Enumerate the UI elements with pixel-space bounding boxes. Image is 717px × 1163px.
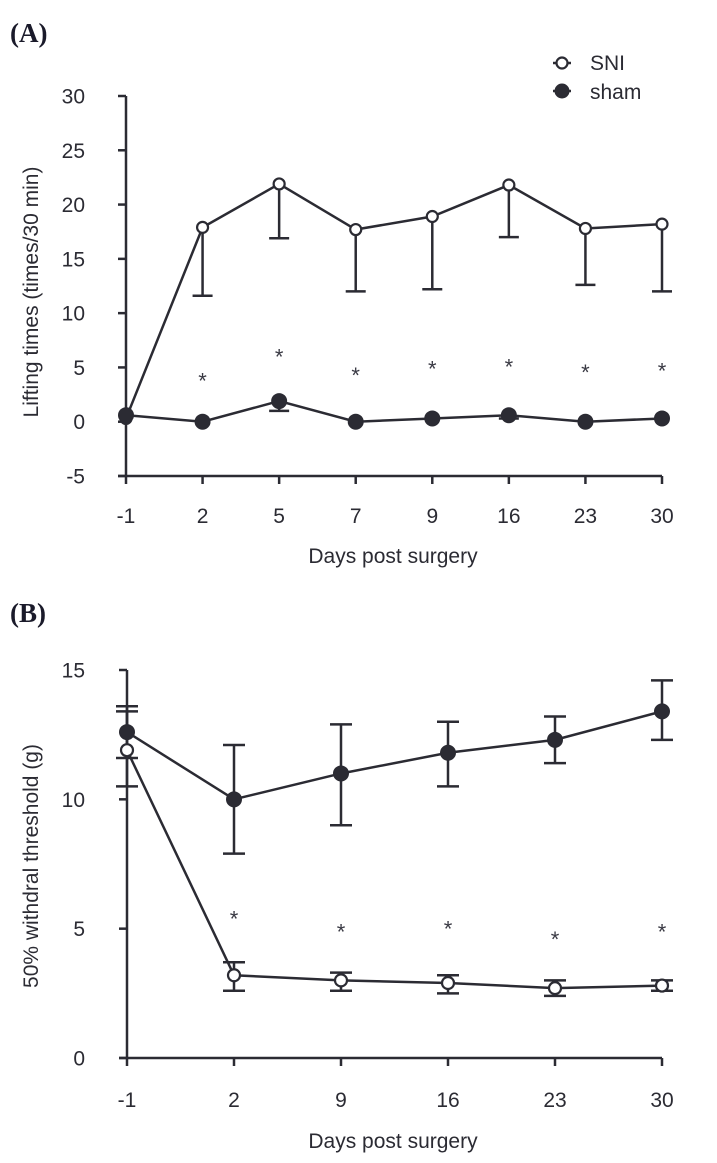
y-tick-label: 20 [62, 194, 85, 217]
x-tick-label: -1 [117, 505, 136, 528]
x-axis-title: Days post surgery [308, 1130, 478, 1153]
plot-area: * * * * * * * [118, 177, 672, 430]
x-tick-label: 7 [350, 505, 362, 528]
y-tick-label: 25 [62, 140, 85, 163]
panel-b: (B) 15 10 5 0 -1 2 9 16 23 30 * * * * * Days post sur… [10, 598, 674, 1153]
x-tick-label: 9 [426, 505, 438, 528]
y-tick-label: -5 [66, 466, 85, 489]
x-tick-label: 2 [197, 505, 209, 528]
y-tick-label: 10 [62, 789, 85, 812]
series-sni-point [578, 221, 593, 236]
significance-star: * [428, 357, 437, 382]
series-sni-point [349, 222, 363, 237]
legend-sni-marker [555, 56, 569, 70]
significance-star: * [551, 927, 560, 952]
panel-a-label: (A) [10, 18, 47, 48]
series-sham-point [118, 407, 134, 424]
y-axis-title: 50% withdral threshold (g) [20, 744, 43, 988]
series-sham-point [226, 791, 242, 808]
x-tick-label: 16 [497, 505, 520, 528]
series-sham-point [333, 765, 349, 782]
significance-star: * [658, 359, 667, 384]
significance-star: * [198, 368, 207, 393]
y-tick-label: 15 [62, 660, 85, 683]
x-tick-label: 9 [335, 1089, 347, 1112]
series-sni-point [333, 973, 349, 988]
series-sham-point [119, 724, 135, 741]
significance-star: * [444, 917, 453, 942]
legend-sham-label: sham [590, 81, 641, 104]
series-sham-point [547, 731, 563, 748]
series-sni-point [654, 978, 670, 993]
x-tick-label: -1 [118, 1089, 137, 1112]
y-tick-label: 5 [73, 357, 85, 380]
series-sham-point [271, 393, 288, 410]
significance-star: * [351, 363, 360, 388]
significance-star: * [230, 906, 239, 931]
y-tick-label: 10 [62, 303, 85, 326]
panel-b-label: (B) [10, 598, 46, 628]
series-sham-point [440, 744, 456, 761]
x-tick-label: 23 [543, 1089, 566, 1112]
x-tick-label: 5 [273, 505, 285, 528]
y-tick-label: 15 [62, 248, 85, 271]
x-tick-label: 16 [436, 1089, 459, 1112]
series-sham-line [125, 399, 663, 423]
series-sni-line [125, 749, 663, 990]
legend-sni-label: SNI [590, 52, 625, 75]
legend-sham-marker [554, 83, 570, 99]
y-tick-label: 0 [73, 1048, 85, 1071]
series-sni-point [502, 178, 516, 192]
significance-star: * [658, 919, 667, 944]
legend: SNI sham [553, 52, 641, 104]
series-sni-point [655, 217, 669, 231]
series-sham-point [347, 413, 364, 430]
y-tick-label: 5 [73, 918, 85, 941]
x-tick-label: 30 [650, 505, 673, 528]
series-sham-point [194, 413, 211, 430]
series-sni-point [425, 209, 439, 224]
axes: 15 10 5 0 -1 2 9 16 23 30 [62, 660, 674, 1113]
series-sni-point [195, 220, 210, 234]
series-sni-point [272, 177, 286, 191]
x-tick-label: 2 [228, 1089, 240, 1112]
series-sham-point [577, 413, 594, 430]
series-sham-line [126, 710, 663, 801]
series-sni-point [226, 968, 242, 983]
significance-star: * [581, 360, 590, 385]
series-sham-point [654, 703, 670, 720]
series-sni-point [547, 981, 563, 996]
series-sham-point [654, 410, 670, 427]
series-sni-line [124, 182, 663, 419]
series-sni-point [440, 975, 456, 991]
x-tick-label: 30 [650, 1089, 673, 1112]
series-sham-point [424, 410, 441, 427]
plot-area: * * * * * [116, 679, 673, 998]
x-tick-label: 23 [574, 505, 597, 528]
y-tick-label: 30 [62, 86, 85, 109]
y-tick-label: 0 [73, 411, 85, 434]
series-sham-point [500, 407, 517, 424]
series-sni-point [119, 743, 135, 758]
significance-star: * [505, 354, 514, 379]
significance-star: * [275, 345, 284, 370]
significance-star: * [337, 919, 346, 944]
y-axis-title: Lifting times (times/30 min) [20, 167, 43, 418]
x-axis-title: Days post surgery [308, 545, 478, 568]
